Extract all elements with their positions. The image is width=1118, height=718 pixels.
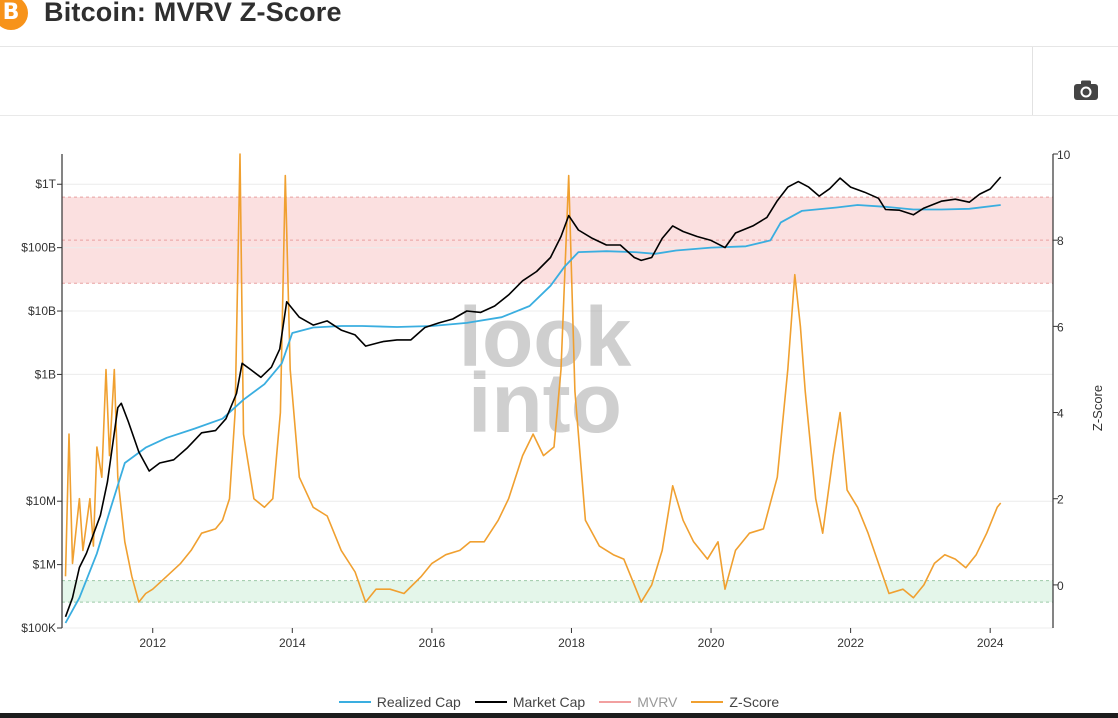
left-tick-label-6: $100K bbox=[21, 621, 56, 635]
x-tick-label-2: 2016 bbox=[419, 636, 446, 650]
page-title: Bitcoin: MVRV Z-Score bbox=[44, 0, 342, 27]
window-bottom-edge bbox=[0, 713, 1118, 718]
page-header: B Bitcoin: MVRV Z-Score bbox=[0, 0, 1118, 47]
series-line-market-cap bbox=[64, 176, 1002, 618]
legend-item-realized-cap[interactable]: Realized Cap bbox=[338, 694, 461, 710]
chart-toolbar bbox=[0, 47, 1118, 116]
x-tick-label-5: 2022 bbox=[837, 636, 864, 650]
right-tick-label-3: 6 bbox=[1057, 320, 1064, 334]
left-tick-label-3: $1B bbox=[35, 367, 56, 381]
left-tick-label-0: $1T bbox=[35, 177, 56, 191]
x-tick-label-6: 2024 bbox=[977, 636, 1004, 650]
legend-label-z-score: Z-Score bbox=[729, 694, 780, 710]
legend-swatch-z-score bbox=[691, 701, 724, 703]
x-tick-label-0: 2012 bbox=[139, 636, 166, 650]
legend-swatch-mvrv bbox=[599, 701, 632, 703]
x-tick-label-1: 2014 bbox=[279, 636, 306, 650]
watermark-text-1: into bbox=[468, 356, 622, 450]
series-line-z-score bbox=[64, 153, 1002, 603]
camera-icon[interactable] bbox=[1073, 79, 1099, 101]
legend-swatch-realized-cap bbox=[338, 701, 371, 703]
left-tick-label-5: $1M bbox=[33, 558, 56, 572]
legend-item-mvrv[interactable]: MVRV bbox=[599, 694, 677, 710]
bitcoin-logo-icon: B bbox=[0, 0, 28, 30]
right-tick-label-4: 8 bbox=[1057, 234, 1064, 248]
legend-label-mvrv: MVRV bbox=[637, 694, 678, 710]
series-line-realized-cap bbox=[64, 204, 1001, 624]
high-zone-band bbox=[62, 197, 1053, 284]
left-tick-label-1: $100B bbox=[21, 241, 56, 255]
legend-label-realized-cap: Realized Cap bbox=[376, 694, 461, 710]
x-tick-label-4: 2020 bbox=[698, 636, 725, 650]
right-axis-title: Z-Score bbox=[1090, 385, 1105, 431]
right-tick-label-2: 4 bbox=[1057, 407, 1064, 421]
x-tick-label-3: 2018 bbox=[558, 636, 585, 650]
right-tick-label-0: 0 bbox=[1057, 579, 1064, 593]
low-zone-band bbox=[62, 580, 1053, 603]
right-tick-label-1: 2 bbox=[1057, 493, 1064, 507]
left-tick-label-2: $10B bbox=[28, 304, 56, 318]
left-tick-label-4: $10M bbox=[26, 494, 56, 508]
watermark-text-0: look bbox=[459, 290, 632, 384]
legend-swatch-market-cap bbox=[474, 701, 507, 703]
legend-item-z-score[interactable]: Z-Score bbox=[691, 694, 779, 710]
legend-label-market-cap: Market Cap bbox=[512, 694, 586, 710]
chart-legend: Realized Cap Market Cap MVRV Z-Score bbox=[0, 692, 1118, 712]
legend-item-market-cap[interactable]: Market Cap bbox=[474, 694, 586, 710]
right-tick-label-5: 10 bbox=[1057, 148, 1071, 162]
toolbar-divider bbox=[1032, 47, 1033, 115]
